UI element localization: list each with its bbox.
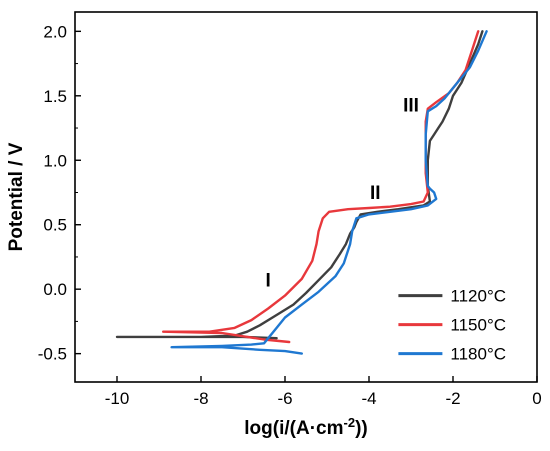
legend-label-0: 1120°C <box>450 287 506 306</box>
y-tick-label: 1.5 <box>43 87 67 106</box>
x-axis-title-end: )) <box>355 418 368 439</box>
y-axis: -0.5 0.0 0.5 1.0 1.5 2.0 <box>38 22 81 364</box>
x-axis-title: log(i/(A·cm-2)) <box>244 415 367 439</box>
x-tick-label: -4 <box>361 389 376 408</box>
series-line-1 <box>162 30 480 344</box>
y-axis-title: Potential / V <box>6 142 27 251</box>
x-tick-label: -8 <box>193 389 208 408</box>
y-tick-label: 0.0 <box>43 280 67 299</box>
plot-frame <box>74 11 538 383</box>
x-axis-title-main: log(i/(A·cm <box>244 418 343 439</box>
y-tick-label: -0.5 <box>38 345 67 364</box>
x-axis-title-sup: -2 <box>344 415 356 430</box>
x-axis: -10 -8 -6 -4 -2 0 <box>105 376 542 408</box>
x-tick-label: -10 <box>105 389 130 408</box>
region-label-0: I <box>266 271 271 292</box>
y-tick-label: 2.0 <box>43 22 67 41</box>
region-label-1: II <box>370 183 381 204</box>
legend-label-1: 1150°C <box>450 316 506 335</box>
x-tick-label: 0 <box>532 389 541 408</box>
x-tick-label: -6 <box>277 389 292 408</box>
region-label-2: III <box>403 95 419 116</box>
y-tick-label: 0.5 <box>43 216 67 235</box>
legend-label-2: 1180°C <box>450 345 506 364</box>
y-tick-label: 1.0 <box>43 151 67 170</box>
x-tick-label: -2 <box>445 389 460 408</box>
series-line-2 <box>170 30 488 355</box>
legend: 1120°C 1150°C 1180°C <box>398 287 506 364</box>
series-layer <box>115 30 488 355</box>
